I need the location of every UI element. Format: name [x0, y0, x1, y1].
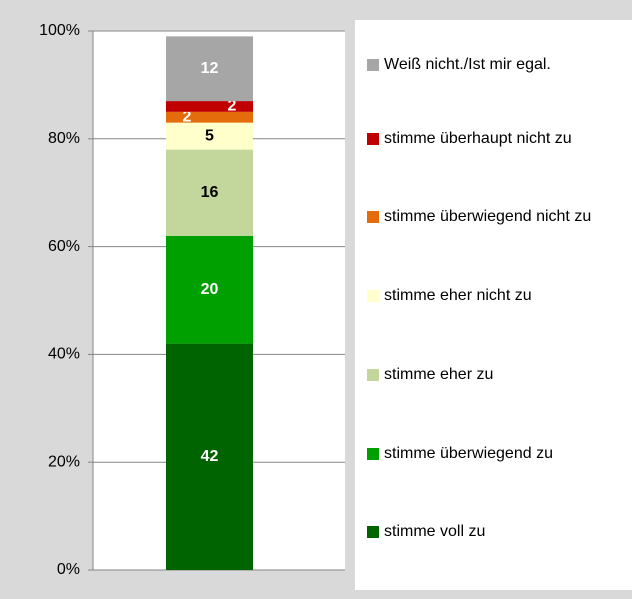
- data-label: 16: [201, 184, 219, 201]
- bar-segment: [166, 343, 253, 570]
- legend-item: stimme eher nicht zu: [367, 281, 629, 311]
- data-label: 20: [201, 281, 219, 298]
- legend-item: stimme überhaupt nicht zu: [367, 124, 629, 154]
- data-label: 42: [201, 448, 219, 465]
- y-tick-label: 100%: [39, 22, 80, 39]
- data-label: 2: [183, 108, 192, 125]
- legend-label: stimme überhaupt nicht zu: [384, 130, 572, 147]
- data-label: 5: [205, 127, 214, 144]
- y-tick-label: 20%: [48, 453, 80, 470]
- y-tick-label: 60%: [48, 238, 80, 255]
- legend-label: stimme eher nicht zu: [384, 287, 532, 304]
- legend-label: stimme voll zu: [384, 523, 486, 540]
- legend-label: stimme eher zu: [384, 366, 494, 383]
- y-tick-label: 40%: [48, 346, 80, 363]
- legend-label: stimme überwiegend zu: [384, 445, 553, 462]
- legend-item: stimme eher zu: [367, 360, 629, 390]
- bar-segment: [166, 235, 253, 344]
- legend-label: stimme überwiegend nicht zu: [384, 208, 592, 225]
- bar-segment: [166, 122, 253, 150]
- legend-swatch: [367, 59, 379, 71]
- legend-item: stimme überwiegend zu: [367, 439, 629, 469]
- bar-segment: [166, 149, 253, 236]
- legend-swatch: [367, 369, 379, 381]
- legend-item: stimme voll zu: [367, 517, 629, 547]
- data-label: 2: [228, 98, 237, 115]
- bar-segment: [166, 101, 253, 112]
- data-label: 12: [201, 60, 219, 77]
- legend-item: stimme überwiegend nicht zu: [367, 202, 629, 232]
- bar-segment: [166, 111, 253, 123]
- legend-swatch: [367, 211, 379, 223]
- legend-item: Weiß nicht./Ist mir egal.: [367, 50, 629, 80]
- y-tick-label: 0%: [57, 561, 80, 578]
- legend-swatch: [367, 448, 379, 460]
- legend-swatch: [367, 290, 379, 302]
- legend-label: Weiß nicht./Ist mir egal.: [384, 56, 551, 73]
- legend-swatch: [367, 133, 379, 145]
- legend-swatch: [367, 526, 379, 538]
- y-tick-label: 80%: [48, 130, 80, 147]
- bar-segment: [166, 36, 253, 102]
- legend: Weiß nicht./Ist mir egal. stimme überhaup…: [355, 20, 632, 590]
